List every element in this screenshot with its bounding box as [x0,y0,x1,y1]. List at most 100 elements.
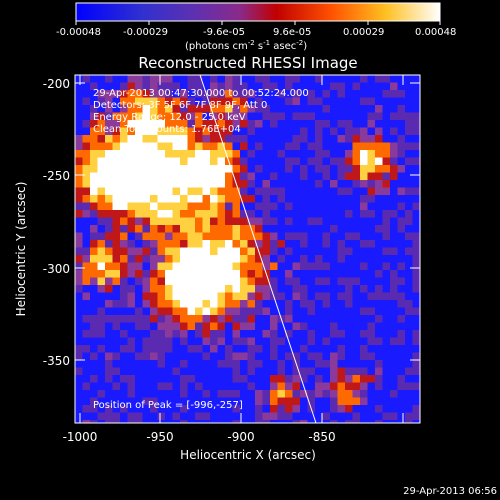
heatmap-cell [240,277,248,286]
heatmap-cell [105,285,113,293]
heatmap-cell [397,112,406,121]
heatmap-cell [375,187,383,196]
heatmap-cell [210,210,218,218]
heatmap-cell [367,112,376,121]
heatmap-cell [270,82,278,91]
heatmap-cell [112,150,121,158]
heatmap-cell [255,270,263,278]
heatmap-cell [97,390,106,398]
heatmap-cell [97,112,106,121]
heatmap-cell [90,292,98,301]
heatmap-cell [232,405,241,413]
heatmap-cell [165,90,173,98]
heatmap-cell [112,247,121,256]
heatmap-cell [247,375,256,383]
heatmap-cell [255,75,263,83]
heatmap-cell [337,270,346,278]
heatmap-cell [300,172,308,181]
heatmap-cell [202,112,211,121]
heatmap-cell [315,210,323,218]
heatmap-cell [165,255,173,263]
heatmap-cell [142,405,151,413]
heatmap-cell [150,285,158,293]
heatmap-cell [390,345,398,353]
heatmap-cell [217,322,226,331]
heatmap-cell [322,412,331,421]
heatmap-cell [367,322,376,331]
heatmap-cell [330,352,338,361]
heatmap-cell [150,277,158,286]
heatmap-cell [247,292,256,301]
heatmap-cell [195,202,203,211]
heatmap-cell [382,232,391,241]
heatmap-cell [247,105,256,113]
heatmap-cell [300,195,308,203]
heatmap-cell [135,142,143,151]
heatmap-cell [360,142,368,151]
heatmap-cell [352,90,361,98]
heatmap-cell [75,345,83,353]
heatmap-cell [390,397,398,406]
heatmap-cell [232,195,241,203]
heatmap-cell [172,97,181,106]
heatmap-cell [202,217,211,226]
heatmap-cell [262,322,271,331]
heatmap-cell [390,285,398,293]
heatmap-cell [165,307,173,316]
heatmap-cell [262,300,271,308]
heatmap-cell [300,360,308,368]
heatmap-cell [390,75,398,83]
heatmap-cell [97,300,106,308]
heatmap-cell [270,105,278,113]
heatmap-cell [367,210,376,218]
heatmap-cell [345,210,353,218]
heatmap-cell [105,112,113,121]
heatmap-cell [412,195,420,203]
heatmap-cell [292,300,301,308]
heatmap-cell [75,375,83,383]
heatmap-cell [180,105,188,113]
heatmap-cell [135,375,143,383]
heatmap-cell [105,75,113,83]
heatmap-cell [277,165,286,173]
heatmap-cell [255,277,263,286]
heatmap-cell [285,345,293,353]
heatmap-cell [390,330,398,338]
heatmap-cell [105,375,113,383]
heatmap-cell [397,202,406,211]
heatmap-cell [135,337,143,346]
heatmap-cell [360,240,368,248]
heatmap-cell [82,90,91,98]
heatmap-cell [150,135,158,143]
heatmap-cell [75,195,83,203]
heatmap-cell [232,420,241,423]
heatmap-cell [217,345,226,353]
heatmap-cell [262,75,271,83]
heatmap-cell [187,165,196,173]
heatmap-cell [187,187,196,196]
heatmap-cell [382,405,391,413]
heatmap-cell [187,412,196,421]
heatmap-cell [360,382,368,391]
heatmap-cell [270,210,278,218]
heatmap-cell [90,277,98,286]
heatmap-cell [135,82,143,91]
heatmap-cell [187,120,196,128]
heatmap-cell [322,157,331,166]
heatmap-cell [397,255,406,263]
heatmap-cell [90,390,98,398]
heatmap-cell [292,277,301,286]
heatmap-cell [352,135,361,143]
heatmap-cell [112,187,121,196]
heatmap-cell [202,270,211,278]
heatmap-cell [90,247,98,256]
heatmap-cell [150,360,158,368]
heatmap-cell [397,157,406,166]
heatmap-cell [105,240,113,248]
heatmap-cell [210,172,218,181]
heatmap-cell [232,390,241,398]
heatmap-cell [307,150,316,158]
heatmap-cell [165,202,173,211]
heatmap-cell [405,232,413,241]
heatmap-cell [172,285,181,293]
